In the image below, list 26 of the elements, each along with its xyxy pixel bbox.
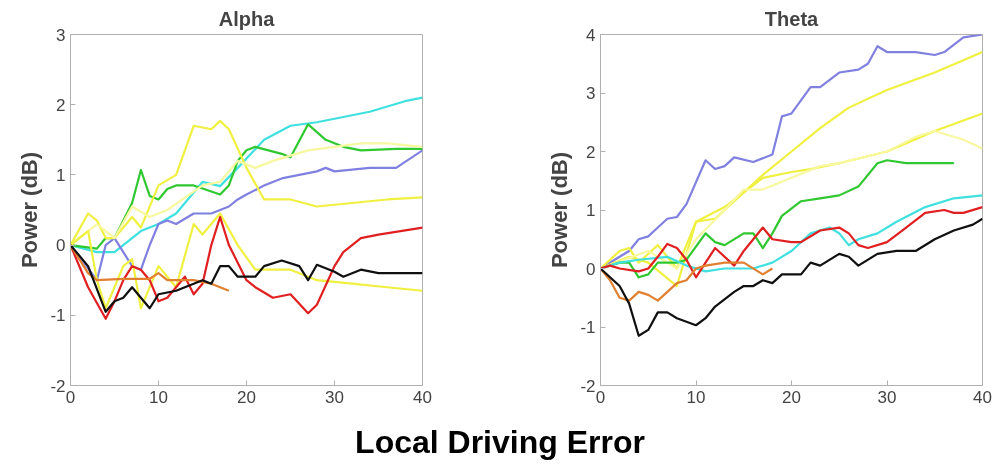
y-tick-label: 3	[56, 25, 66, 45]
x-tick-label: 30	[325, 387, 344, 407]
y-tick-label: -2	[580, 376, 596, 396]
y-tick-label: 2	[586, 142, 596, 162]
y-tick-label: 1	[586, 201, 596, 220]
y-tick-label: -2	[50, 376, 66, 396]
x-tick-label: 10	[149, 387, 168, 407]
y-tick-label: -1	[50, 306, 66, 326]
y-tick-label: -1	[580, 318, 596, 337]
y-tick-label: 0	[56, 236, 66, 256]
y-axis-title: Power (dB)	[547, 151, 573, 269]
y-tick-label: 4	[586, 25, 596, 45]
x-tick-label: 40	[973, 387, 992, 407]
text: Local Driving Error	[355, 423, 645, 462]
y-tick-label: 3	[586, 84, 596, 103]
x-tick-label: 10	[686, 387, 706, 407]
y-tick-label: 2	[56, 95, 66, 115]
chart-title: Alpha	[218, 7, 276, 30]
x-tick-label: 20	[782, 387, 801, 407]
chart-title: Theta	[764, 7, 820, 30]
x-tick-label: 40	[413, 387, 432, 407]
y-tick-label: 1	[56, 165, 66, 185]
y-tick-label: 0	[586, 259, 596, 279]
x-tick-label: 20	[237, 387, 256, 407]
x-tick-label: 30	[877, 387, 897, 407]
y-axis-title: Power (dB)	[17, 151, 43, 269]
